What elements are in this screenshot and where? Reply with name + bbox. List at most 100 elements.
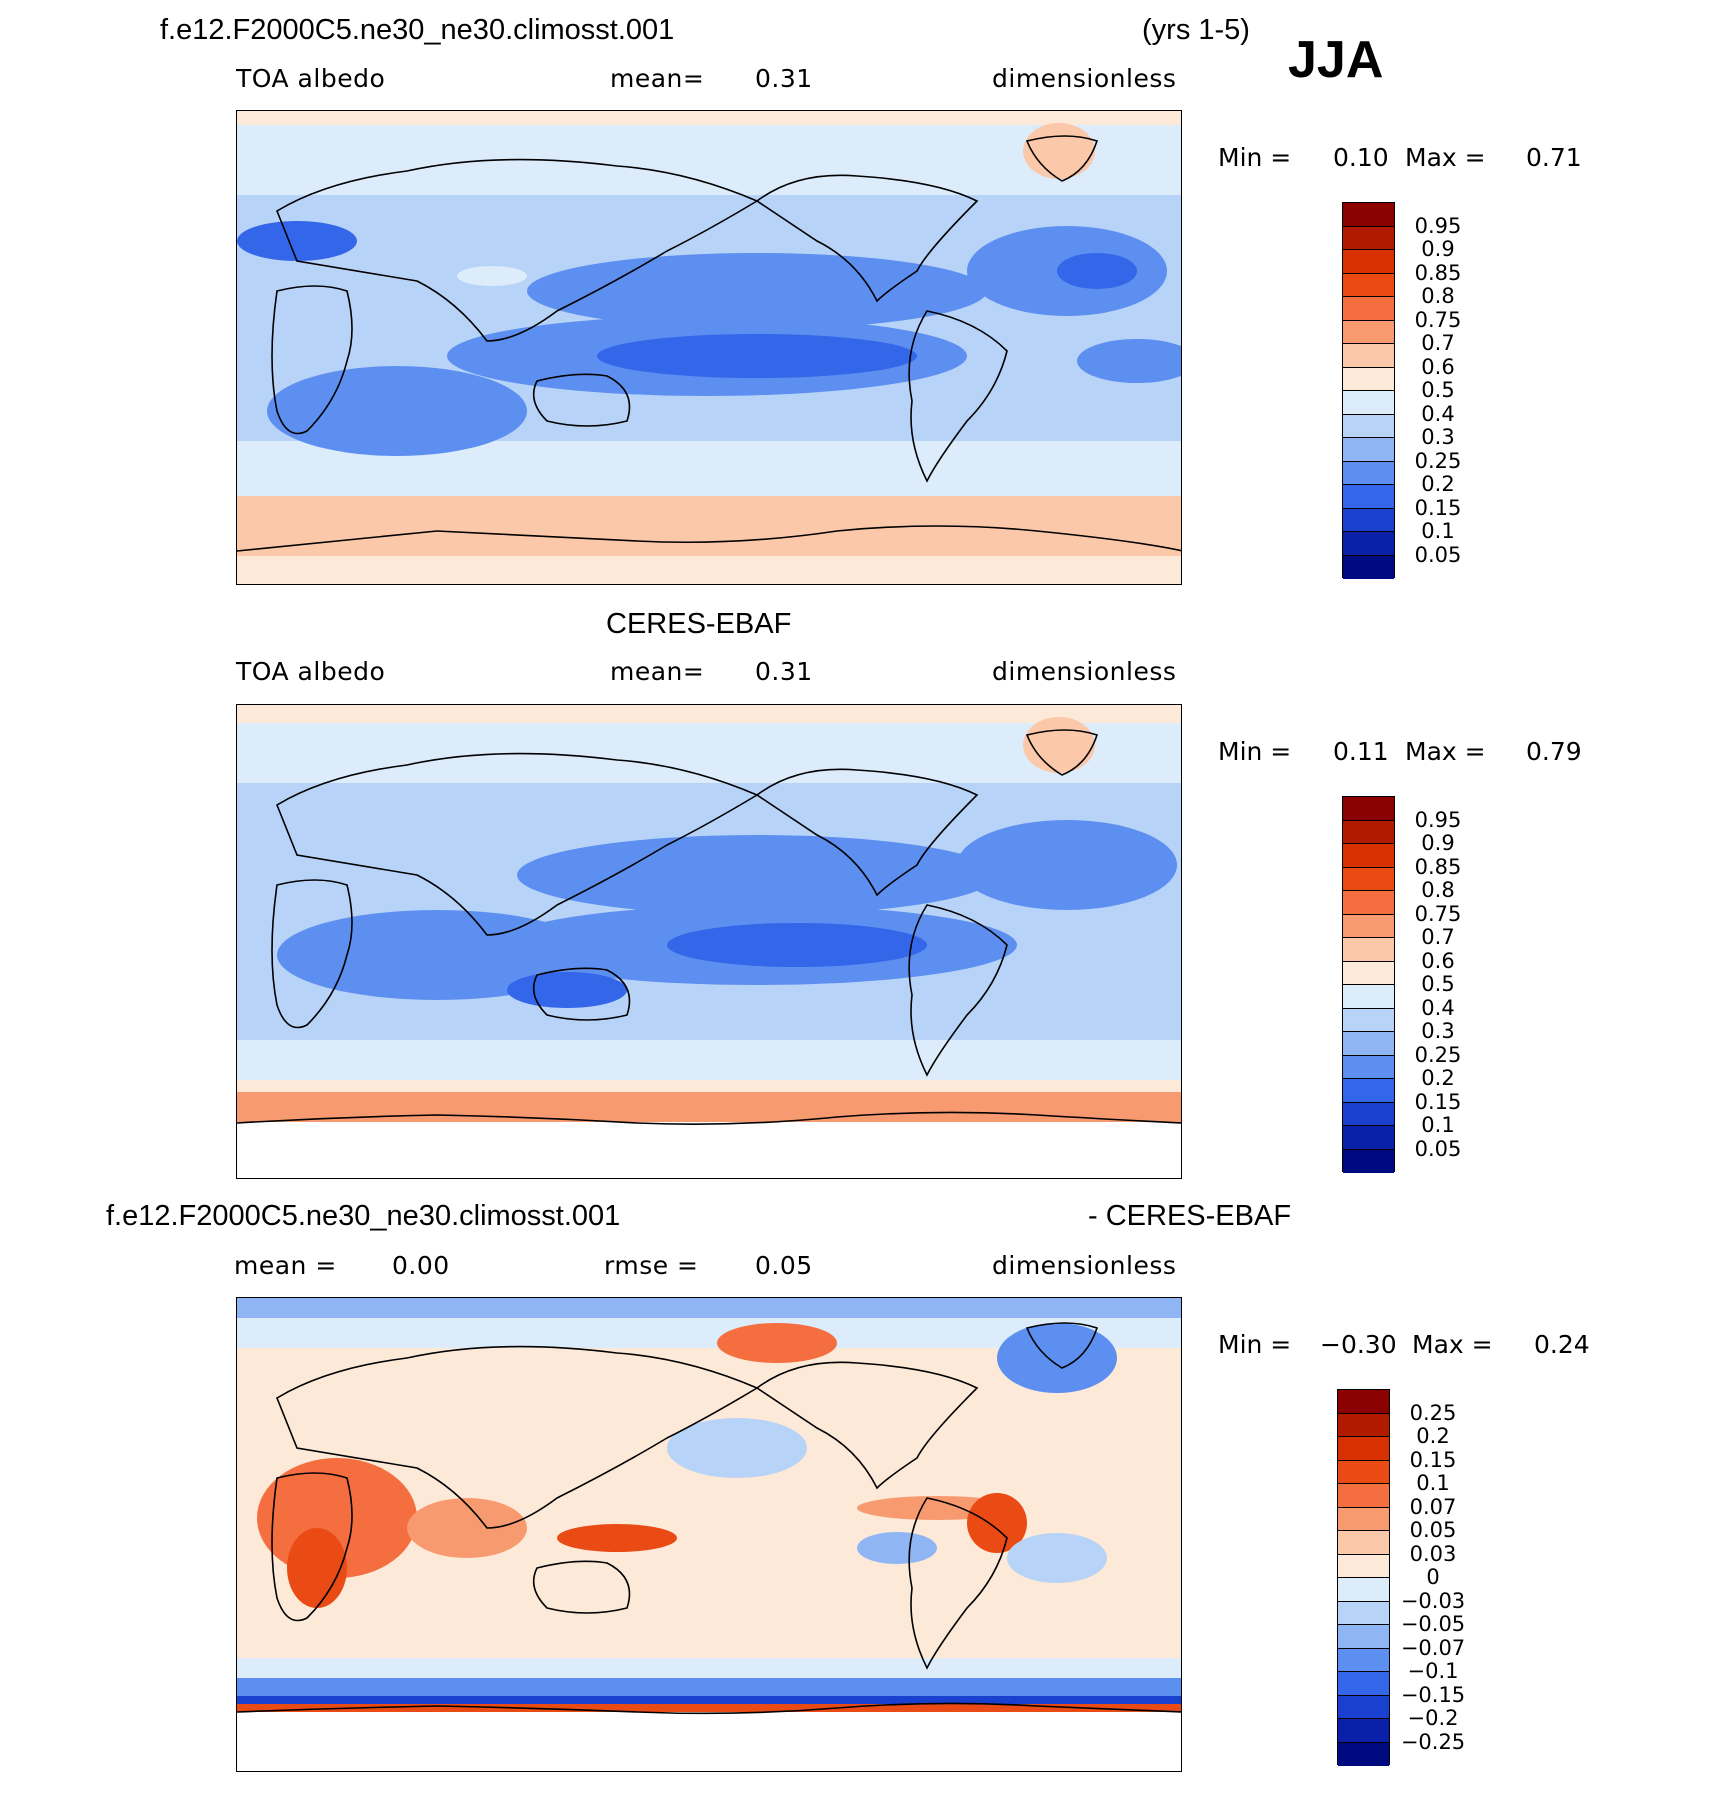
panel3-units: dimensionless <box>992 1251 1177 1280</box>
panel1-variable: TOA albedo <box>236 64 386 93</box>
panel2-mean-label: mean= <box>610 657 705 686</box>
colorbar-box <box>1343 1032 1394 1056</box>
panel1-mean-label: mean= <box>610 64 705 93</box>
panel2-units: dimensionless <box>992 657 1177 686</box>
colorbar-box <box>1343 555 1394 579</box>
colorbar-label: 0.85 <box>1414 260 1462 285</box>
colorbar-box <box>1343 344 1394 368</box>
colorbar-box <box>1338 1625 1389 1649</box>
colorbar-label: 0.8 <box>1421 284 1455 308</box>
colorbar-box <box>1338 1742 1389 1766</box>
colorbar-label: −0.07 <box>1400 1635 1466 1660</box>
colorbar-box <box>1343 1149 1394 1173</box>
colorbar-label: −0.2 <box>1407 1706 1459 1730</box>
colorbar-label: −0.05 <box>1400 1612 1466 1636</box>
colorbar-box <box>1338 1601 1389 1625</box>
colorbar-label: 0.05 <box>1409 1518 1457 1542</box>
panel1-max-value: 0.71 <box>1526 143 1582 172</box>
panel3-max-value: 0.24 <box>1534 1330 1590 1359</box>
colorbar-label: 0.85 <box>1414 854 1462 879</box>
colorbar-label: 0 <box>1426 1565 1440 1589</box>
colorbar-label: 0.05 <box>1414 1136 1462 1161</box>
colorbar-label: 0.25 <box>1414 1042 1462 1067</box>
colorbar-box <box>1343 226 1394 250</box>
colorbar-label: 0.9 <box>1421 237 1455 261</box>
colorbar-box <box>1338 1672 1389 1696</box>
panel3-max-label: Max = <box>1412 1330 1493 1359</box>
panel1-units: dimensionless <box>992 64 1177 93</box>
colorbar-label: 0.6 <box>1421 948 1455 973</box>
colorbar-label: 0.3 <box>1421 1019 1455 1043</box>
panel3-title-left: f.e12.F2000C5.ne30_ne30.climosst.001 <box>106 1200 621 1232</box>
panel1-title-left: f.e12.F2000C5.ne30_ne30.climosst.001 <box>160 14 675 46</box>
panel2-title-left: CERES-EBAF <box>606 608 792 640</box>
panel2-max-value: 0.79 <box>1526 737 1582 766</box>
colorbar-label: −0.03 <box>1400 1588 1466 1613</box>
panel1-title-right: (yrs 1-5) <box>1142 14 1250 46</box>
colorbar-label: 0.1 <box>1421 1113 1455 1137</box>
colorbar-box <box>1343 1126 1394 1150</box>
panel3-mean-label: mean = <box>234 1251 337 1280</box>
colorbar-box <box>1343 297 1394 321</box>
colorbar-label: 0.1 <box>1421 519 1455 543</box>
colorbar-label: −0.1 <box>1407 1659 1459 1683</box>
colorbar-label: 0.9 <box>1421 831 1455 855</box>
colorbar-label: 0.6 <box>1421 354 1455 379</box>
season-label: JJA <box>1288 31 1384 89</box>
colorbar-label: 0.95 <box>1414 807 1462 832</box>
colorbar-box <box>1343 461 1394 485</box>
colorbar-box <box>1343 844 1394 868</box>
colorbar-box <box>1343 961 1394 985</box>
colorbar-box <box>1338 1554 1389 1578</box>
panel2-colorbar <box>1342 796 1395 1173</box>
colorbar-box <box>1343 1079 1394 1103</box>
colorbar-box <box>1338 1390 1389 1414</box>
colorbar-box <box>1338 1578 1389 1602</box>
colorbar-label: 0.7 <box>1421 331 1455 355</box>
panel1-mean-value: 0.31 <box>755 64 813 93</box>
colorbar-box <box>1343 508 1394 532</box>
colorbar-box <box>1343 532 1394 556</box>
colorbar-box <box>1338 1484 1389 1508</box>
colorbar-box <box>1338 1531 1389 1555</box>
colorbar-box <box>1343 485 1394 509</box>
colorbar-box <box>1343 914 1394 938</box>
colorbar-label: −0.15 <box>1400 1682 1466 1707</box>
panel3-min-label: Min = <box>1218 1330 1292 1359</box>
panel3-mean-value: 0.00 <box>392 1251 450 1280</box>
colorbar-label: 0.5 <box>1421 972 1455 996</box>
panel1-max-label: Max = <box>1405 143 1486 172</box>
colorbar-box <box>1343 938 1394 962</box>
colorbar-box <box>1343 367 1394 391</box>
colorbar-box <box>1338 1507 1389 1531</box>
colorbar-box <box>1343 867 1394 891</box>
colorbar-label: 0.15 <box>1414 495 1462 520</box>
colorbar-label: 0.03 <box>1409 1541 1457 1566</box>
colorbar-box <box>1338 1719 1389 1743</box>
colorbar-box <box>1343 320 1394 344</box>
panel2-map <box>236 704 1182 1179</box>
colorbar-box <box>1343 438 1394 462</box>
colorbar-label: −0.25 <box>1400 1729 1466 1754</box>
colorbar-label: 0.4 <box>1421 995 1455 1020</box>
panel2-mean-value: 0.31 <box>755 657 813 686</box>
panel3-colorbar <box>1337 1389 1390 1766</box>
colorbar-box <box>1343 391 1394 415</box>
panel1-colorbar <box>1342 202 1395 579</box>
panel1-map <box>236 110 1182 585</box>
colorbar-box <box>1338 1413 1389 1437</box>
colorbar-label: 0.5 <box>1421 378 1455 402</box>
panel3-min-value: −0.30 <box>1320 1330 1397 1359</box>
colorbar-box <box>1343 1008 1394 1032</box>
colorbar-box <box>1343 273 1394 297</box>
colorbar-label: 0.2 <box>1421 1066 1455 1090</box>
colorbar-label: 0.1 <box>1416 1471 1450 1495</box>
colorbar-label: 0.75 <box>1414 307 1462 332</box>
colorbar-label: 0.75 <box>1414 901 1462 926</box>
panel3-rmse-value: 0.05 <box>755 1251 813 1280</box>
colorbar-box <box>1343 250 1394 274</box>
colorbar-label: 0.4 <box>1421 401 1455 426</box>
colorbar-label: 0.2 <box>1416 1424 1450 1448</box>
colorbar-label: 0.15 <box>1414 1089 1462 1114</box>
colorbar-box <box>1338 1460 1389 1484</box>
